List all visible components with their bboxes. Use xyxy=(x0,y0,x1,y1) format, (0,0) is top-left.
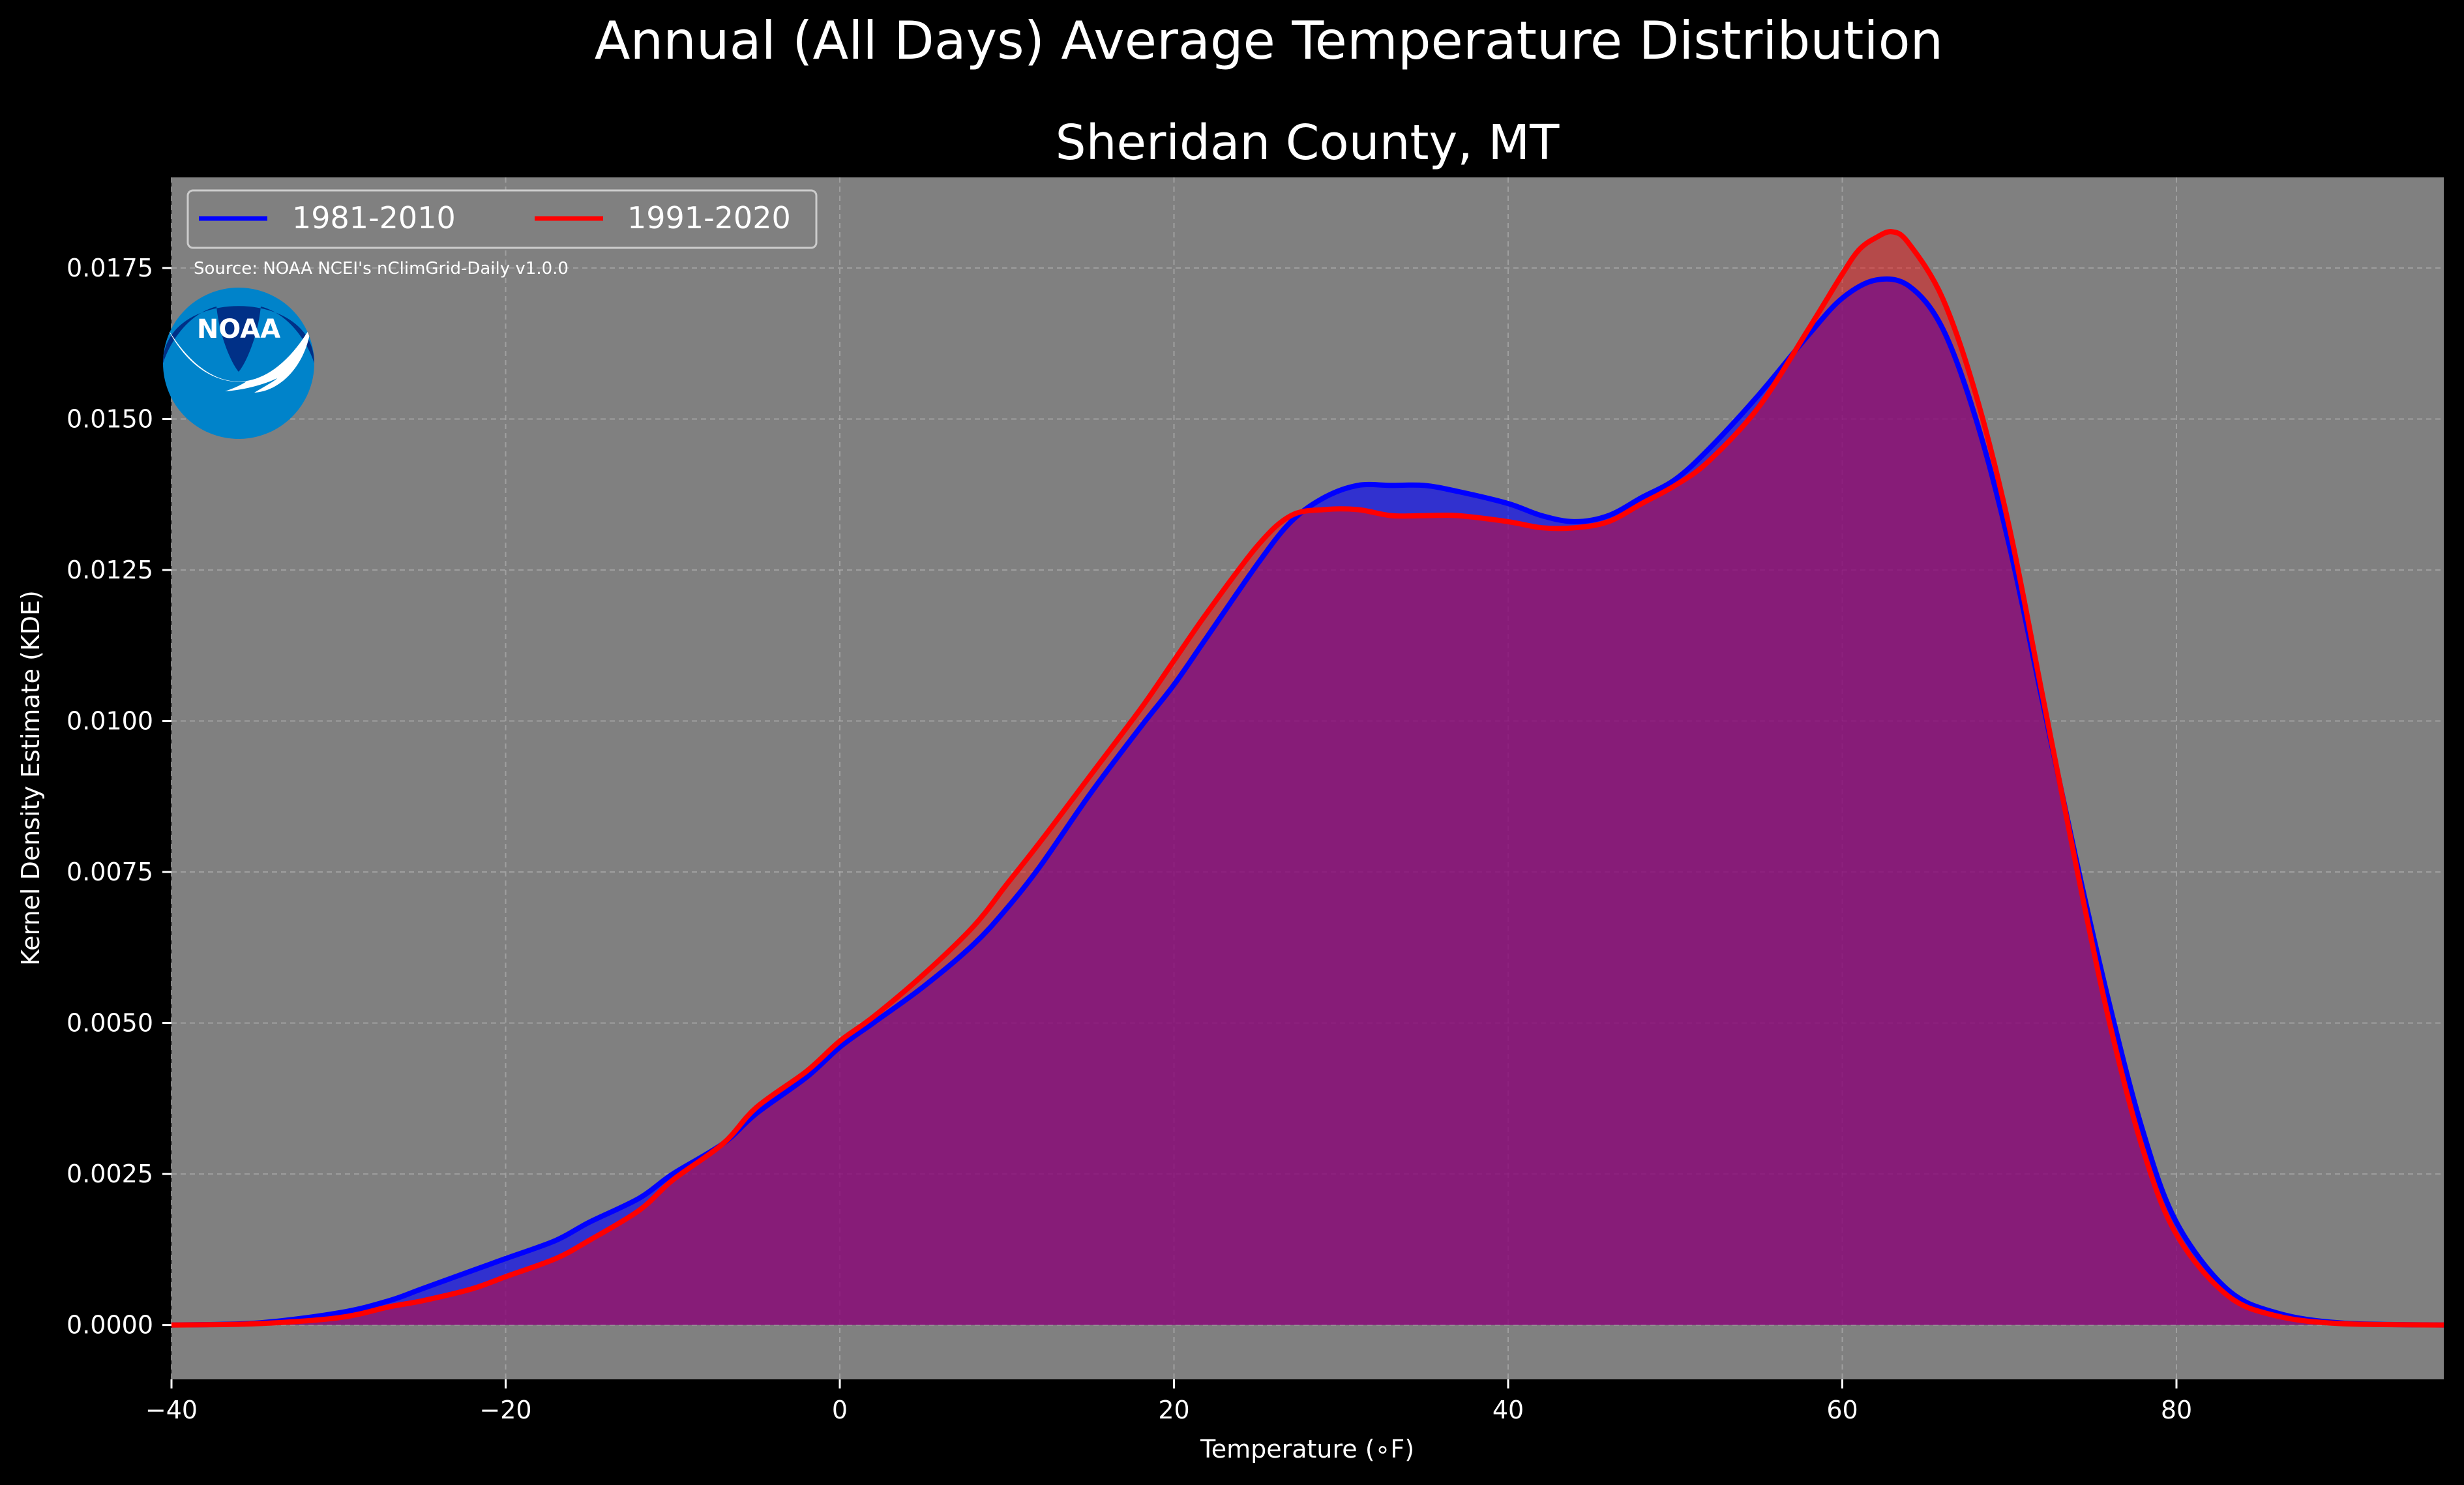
legend: 1981-2010 1991-2020 xyxy=(186,189,818,249)
area-layer xyxy=(171,232,2444,1325)
y-tick-label: 0.0175 xyxy=(67,254,153,282)
y-tick-label: 0.0050 xyxy=(67,1009,153,1038)
x-axis: −40 −20 0 20 40 60 80 xyxy=(145,1379,2192,1424)
series-line-1991-2020 xyxy=(171,229,2444,1328)
legend-label-1991-2020: 1991-2020 xyxy=(627,200,791,235)
noaa-logo-upper xyxy=(163,306,314,372)
noaa-logo-text: NOAA xyxy=(197,314,280,344)
x-axis-label: Temperature (∘F) xyxy=(1200,1435,1414,1463)
y-tick-label: 0.0125 xyxy=(67,556,153,584)
x-tick-label: 20 xyxy=(1158,1396,1189,1424)
area-fill-1991-2020 xyxy=(171,232,2444,1325)
y-tick-label: 0.0150 xyxy=(67,404,153,433)
x-tick-label: 40 xyxy=(1492,1396,1524,1424)
line-layer xyxy=(171,229,2444,1328)
x-tick-label: 80 xyxy=(2161,1396,2192,1424)
legend-label-1981-2010: 1981-2010 xyxy=(292,200,456,235)
plot-content xyxy=(171,229,2444,1328)
x-tick-label: 60 xyxy=(1826,1396,1858,1424)
legend-box xyxy=(186,189,818,249)
source-note: Source: NOAA NCEI's nClimGrid-Daily v1.0… xyxy=(194,259,569,278)
x-tick-label: −40 xyxy=(145,1396,198,1424)
noaa-logo: NOAA xyxy=(163,288,314,439)
y-axis-label: Kernel Density Estimate (KDE) xyxy=(16,590,45,966)
y-tick-label: 0.0025 xyxy=(67,1160,153,1188)
y-axis: 0.0000 0.0025 0.0050 0.0075 0.0100 0.0125 0.01… xyxy=(67,254,171,1340)
y-tick-label: 0.0100 xyxy=(67,707,153,736)
y-tick-label: 0.0075 xyxy=(67,858,153,886)
x-tick-label: −20 xyxy=(479,1396,531,1424)
x-tick-label: 0 xyxy=(832,1396,848,1424)
noaa-logo-gull-icon xyxy=(166,326,311,393)
y-tick-label: 0.0000 xyxy=(67,1311,153,1340)
chart-title: Sheridan County, MT xyxy=(1056,115,1560,171)
figure-suptitle: Annual (All Days) Average Temperature Di… xyxy=(595,10,1943,71)
area-fill-1981-2010 xyxy=(171,278,2444,1325)
